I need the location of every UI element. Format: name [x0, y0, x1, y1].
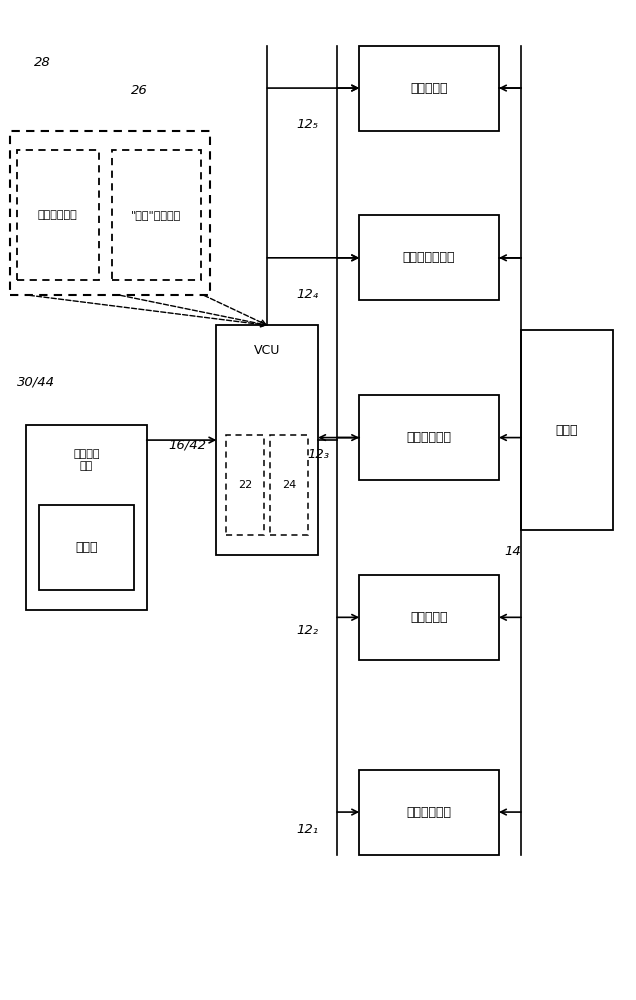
Text: 24: 24	[282, 480, 296, 490]
Text: 低速行进控制: 低速行进控制	[38, 210, 78, 220]
Bar	[17, 150, 99, 280]
Bar	[10, 131, 210, 295]
Text: 16/42: 16/42	[169, 439, 206, 452]
Text: 制动子系统: 制动子系统	[410, 611, 448, 624]
Text: 28: 28	[34, 56, 50, 69]
Bar	[26, 425, 147, 610]
Bar	[270, 435, 308, 535]
Text: 12₂: 12₂	[296, 624, 319, 637]
Bar	[359, 575, 499, 660]
Text: 12₁: 12₁	[296, 823, 319, 836]
Text: 12₄: 12₄	[296, 288, 319, 301]
Bar	[226, 435, 264, 535]
Text: 30/44: 30/44	[17, 376, 55, 389]
Bar	[39, 505, 134, 590]
Text: 底盘管理子系统: 底盘管理子系统	[403, 251, 455, 264]
Bar	[359, 46, 499, 131]
Text: VCU: VCU	[254, 344, 280, 357]
Bar	[359, 215, 499, 300]
Text: 动力系子系统: 动力系子系统	[406, 806, 452, 819]
Bar	[359, 395, 499, 480]
Text: 传感器: 传感器	[556, 424, 578, 437]
Bar	[521, 330, 613, 530]
Text: 26: 26	[131, 84, 148, 97]
Text: 14: 14	[504, 545, 521, 558]
Text: 用户接口
装置: 用户接口 装置	[73, 449, 100, 471]
Bar	[216, 325, 318, 555]
Text: 12₃: 12₃	[307, 448, 329, 461]
Text: 12₅: 12₅	[296, 118, 319, 131]
Bar	[112, 150, 200, 280]
Text: 显示器: 显示器	[75, 541, 97, 554]
Text: "公路"巡航控制: "公路"巡航控制	[131, 210, 181, 220]
Bar	[359, 770, 499, 855]
Text: 22: 22	[238, 480, 252, 490]
Text: 传动系子系统: 传动系子系统	[406, 431, 452, 444]
Text: 转向子系统: 转向子系统	[410, 82, 448, 95]
